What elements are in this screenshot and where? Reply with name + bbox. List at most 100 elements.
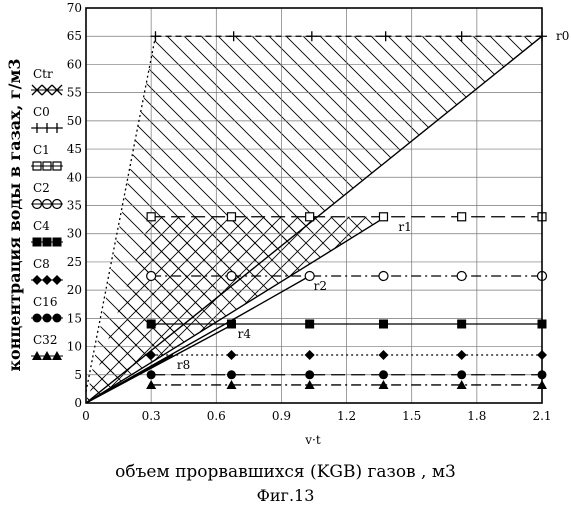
label-r0: r0	[556, 29, 569, 43]
cross-hatched-b-hatch-line	[86, 216, 386, 403]
single-hatched-a-hatch-line	[86, 36, 193, 403]
single-hatched-a-hatch-line	[86, 36, 380, 403]
cross-hatched-a-hatch-line	[505, 0, 571, 513]
plot-frame	[85, 7, 543, 404]
x-tick-label: 1.2	[337, 409, 356, 423]
single-hatched-a-hatch-line	[419, 36, 542, 403]
y-axis-label: концентрация воды в газах, г/м3	[5, 58, 24, 371]
marker-C0	[150, 31, 161, 42]
single-hatched-a-hatch-line	[96, 36, 542, 403]
cross-hatched-b-hatch-line	[471, 0, 571, 513]
cross-hatched-b-hatch-line	[505, 0, 571, 513]
cross-hatched-b-hatch-line	[130, 216, 386, 403]
label-r2: r2	[314, 279, 327, 293]
cross-hatched-b-hatch-line	[334, 216, 386, 403]
single-hatched-a-hatch-line	[283, 36, 542, 403]
cross-hatched-a-hatch-line	[86, 216, 386, 403]
cross-hatched-b-hatch-line	[368, 216, 386, 403]
cross-hatched-a-hatch-line	[454, 0, 571, 513]
marker-C2	[226, 270, 237, 282]
marker-C8	[304, 350, 315, 361]
cross-hatched-b-hatch-line	[86, 216, 386, 403]
marker-C32	[378, 379, 389, 389]
cross-hatched-a-hatch-line	[86, 216, 386, 403]
cross-hatched-a-hatch-line	[232, 216, 386, 403]
series-lines	[85, 31, 548, 392]
cross-hatched-a-hatch-line	[300, 216, 386, 403]
cross-hatched-a-hatch-line	[368, 216, 386, 403]
y-tick-label: 10	[67, 340, 82, 354]
marker-C2	[304, 270, 315, 282]
legend-label-C8: C8	[33, 257, 50, 271]
x-tick-label: 1.5	[402, 409, 421, 423]
marker-C2	[146, 270, 157, 282]
single-hatched-a-hatch-line	[86, 36, 431, 403]
single-hatched-a-hatch-line	[521, 36, 542, 403]
x-tick-label: 0.9	[272, 409, 291, 423]
cross-hatched-a-hatch-line	[86, 216, 210, 403]
x-tick-label: 0.3	[142, 409, 161, 423]
cross-hatched-a-hatch-line	[86, 216, 386, 403]
cross-hatched-b-hatch-line	[556, 0, 571, 513]
legend-label-C16: C16	[33, 295, 57, 309]
cross-hatched-b-hatch-line	[488, 0, 571, 513]
cross-hatched-b-hatch-line	[539, 0, 571, 513]
marker-C8	[226, 350, 237, 361]
marker-C0	[380, 31, 391, 42]
single-hatched-a-hatch-line	[487, 36, 542, 403]
marker-C0	[456, 31, 467, 42]
cross-hatched-a-hatch-line	[198, 216, 386, 403]
x-tick-label: 0	[82, 409, 90, 423]
marker-C1	[226, 212, 237, 222]
series-C16	[146, 370, 547, 380]
x-tick-label: 0.6	[207, 409, 226, 423]
cross-hatched-a-hatch-line	[86, 216, 386, 403]
cross-hatched-b-hatch-line	[420, 0, 571, 513]
cross-hatched-a-hatch-line	[556, 0, 571, 513]
cross-hatched-a-hatch-line	[420, 0, 571, 513]
cross-hatched-b-hatch-line	[96, 216, 386, 403]
cross-hatched-b-hatch-line	[164, 216, 386, 403]
cross-hatched-b-hatch-line	[86, 216, 386, 403]
marker-C0	[228, 31, 239, 42]
cross-hatched-b-hatch-line	[86, 216, 386, 403]
x-caption: объем прорвавшихся (KGB) газов , м3	[115, 462, 456, 482]
series-C8	[146, 350, 547, 361]
single-hatched-a-hatch-line	[453, 36, 542, 403]
single-hatched-a-hatch-line	[181, 36, 542, 403]
cross-hatched-a-hatch-line	[96, 216, 386, 403]
marker-C1	[378, 212, 389, 222]
cross-hatched-a-hatch-line	[181, 216, 386, 403]
cross-hatched-b-hatch-line	[86, 216, 386, 403]
single-hatched-a-hatch-line	[368, 36, 542, 403]
legend-label-C4: C4	[33, 219, 50, 233]
cross-hatched-a-hatch-line	[130, 216, 386, 403]
marker-C8	[146, 350, 157, 361]
single-hatched-a-hatch-line	[86, 36, 542, 403]
single-hatched-a-hatch-line	[249, 36, 542, 403]
cross-hatched-a-hatch-line	[113, 216, 386, 403]
cross-hatched-a-hatch-line	[488, 0, 571, 513]
single-hatched-a-hatch-line	[232, 36, 542, 403]
cross-hatched-a-hatch-line	[437, 0, 571, 513]
single-hatched-a-hatch-line	[470, 36, 542, 403]
label-r4: r4	[238, 327, 252, 341]
marker-C16	[226, 370, 236, 380]
cross-hatched-b-hatch-line	[86, 216, 176, 403]
single-hatched-a-hatch-line	[198, 36, 542, 403]
legend-label-Ctr: Ctr	[33, 67, 53, 81]
cross-hatched-a-hatch-line	[539, 0, 571, 513]
legend-label-C0: C0	[33, 105, 50, 119]
marker-C1	[305, 212, 315, 222]
y-tick-label: 55	[67, 86, 82, 100]
marker-C4	[378, 319, 388, 329]
marker-C32	[304, 379, 315, 389]
y-tick-label: 70	[67, 1, 82, 15]
cross-hatched-b-hatch-line	[181, 216, 386, 403]
single-hatched-a-hatch-line	[86, 36, 533, 403]
cross-hatched-b-hatch-line	[198, 216, 386, 403]
marker-C8	[378, 350, 389, 361]
y-tick-label: 50	[67, 114, 82, 128]
cross-hatched-b-hatch-line	[86, 216, 386, 403]
cross-hatched-a-hatch-line	[471, 0, 571, 513]
